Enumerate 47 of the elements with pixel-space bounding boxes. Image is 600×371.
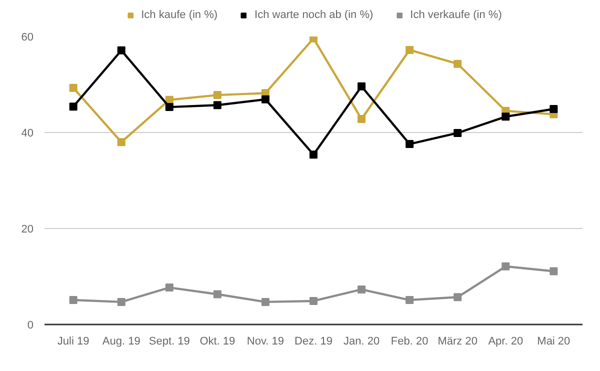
- point: [69, 296, 78, 304]
- point: [550, 104, 558, 113]
- point: [310, 150, 318, 159]
- point: [358, 82, 366, 90]
- point: [213, 101, 222, 110]
- point: [358, 285, 366, 294]
- point: [117, 298, 126, 306]
- point: [454, 293, 462, 302]
- point: [550, 267, 558, 276]
- legend-label: Ich warte noch ab (in %): [254, 9, 374, 21]
- x-tick-label: März 20: [438, 336, 478, 348]
- point: [69, 84, 78, 92]
- point: [165, 284, 174, 292]
- x-tick-label: Dez. 19: [294, 336, 332, 348]
- x-tick-label: Aug. 19: [102, 336, 140, 348]
- point: [213, 290, 222, 298]
- point: [69, 102, 78, 111]
- point: [454, 60, 462, 68]
- point: [213, 91, 222, 100]
- x-tick-label: Okt. 19: [200, 336, 236, 348]
- point: [117, 138, 126, 146]
- point: [117, 46, 126, 54]
- legend-label: Ich kaufe (in %): [141, 9, 218, 21]
- point: [310, 296, 318, 305]
- point: [261, 95, 270, 104]
- x-tick-label: Mai 20: [537, 336, 570, 348]
- x-tick-label: Feb. 20: [390, 336, 428, 348]
- point: [406, 46, 414, 54]
- point: [165, 103, 174, 112]
- y-tick-label: 0: [27, 320, 34, 332]
- y-tick-label: 60: [21, 32, 34, 44]
- point: [454, 128, 462, 137]
- point: [502, 262, 510, 270]
- y-tick-label: 20: [21, 224, 34, 236]
- point: [358, 115, 366, 124]
- point: [261, 298, 270, 306]
- x-tick-label: Juli 19: [57, 336, 90, 348]
- point: [406, 296, 414, 304]
- y-tick-label: 40: [21, 128, 34, 140]
- legend-label: Ich verkaufe (in %): [410, 9, 502, 21]
- point: [310, 36, 318, 42]
- point: [502, 112, 510, 121]
- x-tick-label: Apr. 20: [488, 336, 524, 348]
- x-tick-label: Sept. 19: [148, 336, 190, 348]
- point: [406, 140, 414, 148]
- x-tick-label: Nov. 19: [246, 336, 284, 348]
- x-tick-label: Jan. 20: [343, 336, 380, 348]
